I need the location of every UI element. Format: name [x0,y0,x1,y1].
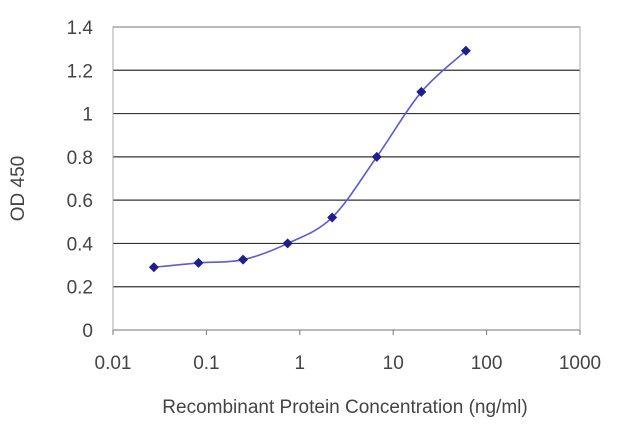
data-point-marker [193,257,204,268]
plot-area [112,26,581,331]
y-tick-label: 1.2 [67,61,93,82]
data-point-marker [238,254,249,265]
x-tick-label: 1 [295,353,306,374]
x-tick-label: 0.01 [95,353,132,374]
y-tick-label: 0.4 [67,234,94,255]
y-tick-label: 1 [82,105,93,126]
x-tick-label: 10 [383,353,404,374]
x-tick-label: 100 [471,353,503,374]
data-point-marker [282,238,293,249]
data-point-marker [148,262,159,273]
x-tick-label: 1000 [559,353,601,374]
x-axis-title: Recombinant Protein Concentration (ng/ml… [162,397,527,418]
y-tick-label: 0.2 [67,278,93,299]
series-line [153,50,467,269]
data-point-marker [371,151,382,162]
data-point-marker [327,212,338,223]
y-tick-label: 0.8 [67,148,93,169]
y-tick-label: 1.4 [67,18,94,39]
data-point-marker [460,45,471,56]
data-point-marker [416,86,427,97]
y-axis-title: OD 450 [8,156,29,221]
y-tick-label: 0.6 [67,191,93,212]
x-tick-label: 0.1 [193,353,219,374]
y-tick-label: 0 [82,321,93,342]
